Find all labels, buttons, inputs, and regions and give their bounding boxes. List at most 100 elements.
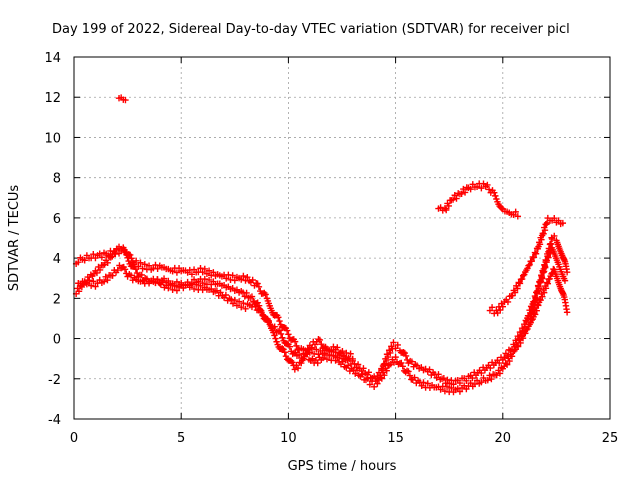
data-point [283, 327, 291, 334]
data-point [137, 259, 144, 266]
data-point [463, 377, 470, 384]
data-point [451, 192, 458, 199]
data-point [154, 276, 161, 283]
data-point [364, 375, 371, 382]
data-point [541, 264, 549, 271]
data-point [495, 367, 502, 374]
y-tick-label: 14 [44, 51, 61, 66]
data-point [334, 354, 341, 361]
data-point [240, 299, 247, 307]
data-point [313, 346, 320, 353]
data-point [383, 367, 390, 374]
data-point [398, 359, 405, 367]
data-point [458, 190, 465, 197]
data-point [85, 277, 93, 284]
data-point [511, 289, 519, 296]
data-point [518, 275, 526, 283]
data-point [387, 361, 394, 368]
data-point [75, 288, 83, 295]
x-tick-label: 25 [602, 431, 619, 446]
data-point [159, 278, 166, 286]
data-point [249, 276, 256, 284]
data-point [526, 261, 533, 268]
data-point [213, 287, 221, 294]
data-point [387, 349, 394, 357]
data-point [395, 361, 402, 368]
data-point [121, 266, 129, 273]
data-point [366, 381, 374, 388]
data-point [217, 289, 224, 296]
data-point [514, 213, 522, 220]
data-point [173, 278, 181, 286]
data-point [330, 352, 337, 360]
data-point [435, 371, 442, 378]
data-point [104, 276, 111, 284]
data-point [473, 183, 481, 191]
data-point [318, 341, 325, 348]
data-point [450, 381, 457, 388]
data-point [254, 280, 261, 287]
y-tick-label: 4 [53, 252, 61, 267]
data-point [242, 305, 249, 312]
data-point [123, 270, 130, 277]
data-point [449, 196, 457, 203]
data-point [384, 353, 392, 361]
x-tick-label: 20 [495, 431, 512, 446]
data-point [359, 371, 366, 378]
data-point [280, 346, 287, 353]
data-point [339, 348, 346, 355]
x-tick-label: 5 [177, 431, 185, 446]
data-point [530, 306, 537, 313]
data-point [514, 285, 521, 292]
y-tick-label: 12 [44, 91, 61, 106]
data-point [92, 283, 99, 290]
data-point [102, 273, 109, 280]
data-point [171, 282, 178, 289]
data-point [563, 309, 571, 316]
data-point [404, 356, 411, 364]
data-point [525, 262, 532, 269]
data-point [262, 291, 269, 298]
data-point [543, 257, 550, 264]
data-point [467, 185, 474, 193]
y-tick-label: -2 [48, 373, 61, 388]
data-point [295, 351, 303, 359]
data-point [532, 250, 540, 257]
data-point [343, 349, 350, 357]
data-point [281, 349, 288, 356]
data-point [499, 303, 506, 310]
data-point [275, 314, 282, 321]
data-point [531, 249, 539, 256]
x-axis-label: GPS time / hours [288, 459, 397, 474]
data-point [547, 240, 555, 248]
y-tick-label: -4 [48, 413, 61, 428]
data-point [291, 338, 299, 345]
data-point [273, 338, 280, 345]
data-point [493, 195, 500, 203]
data-point [271, 332, 278, 339]
data-point [205, 276, 213, 284]
data-point [383, 357, 390, 365]
data-point [378, 375, 386, 382]
data-point [532, 295, 540, 303]
data-point [197, 265, 204, 272]
data-point [340, 353, 348, 360]
data-point [229, 300, 237, 307]
series-track-5 [486, 214, 567, 317]
data-point [374, 380, 381, 387]
x-tick-label: 0 [70, 431, 78, 446]
data-point [279, 334, 286, 341]
chart-title: Day 199 of 2022, Sidereal Day-to-day VTE… [52, 22, 570, 37]
data-point [123, 251, 130, 258]
data-point [497, 306, 504, 314]
series-track-6 [527, 232, 571, 323]
data-point [93, 269, 101, 277]
data-point [486, 307, 494, 314]
data-point [551, 232, 558, 240]
data-point [334, 344, 341, 351]
data-point [205, 267, 213, 274]
x-tick-label: 15 [387, 431, 404, 446]
data-point [105, 252, 112, 259]
series-track-4 [435, 180, 522, 220]
data-point [461, 189, 469, 196]
